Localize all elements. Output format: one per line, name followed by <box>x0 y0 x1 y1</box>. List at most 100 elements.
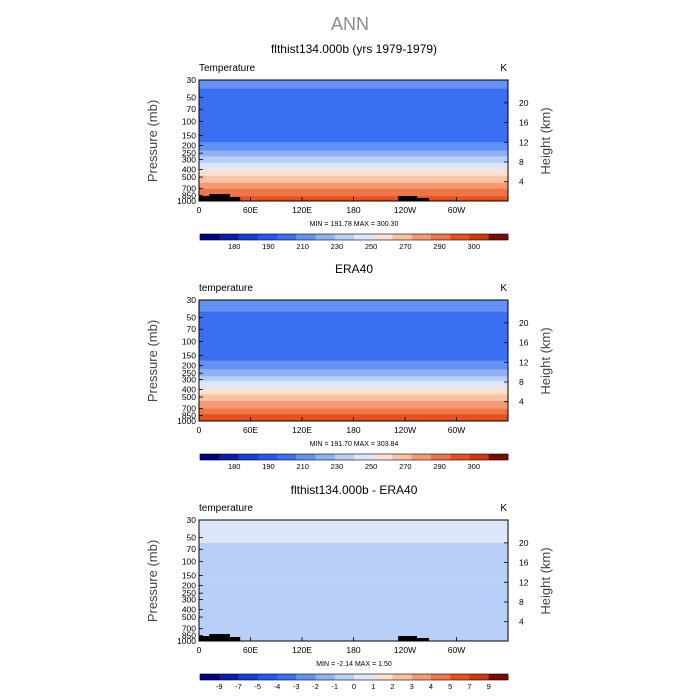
contour-band <box>199 410 508 413</box>
contour-band <box>199 189 508 192</box>
y-tick-label: 70 <box>187 104 197 114</box>
colorbar-swatch <box>219 674 239 680</box>
contour-band <box>199 413 508 415</box>
y2-axis-label: Height (km) <box>538 327 553 394</box>
contour-band <box>199 80 508 84</box>
x-tick-label: 60E <box>243 645 258 655</box>
contour-band <box>199 111 508 114</box>
contour-band <box>199 305 508 310</box>
contour-band <box>199 377 508 379</box>
topography <box>229 197 241 201</box>
colorbar-swatch <box>450 234 470 240</box>
contour-band <box>199 386 508 389</box>
contour-band <box>199 109 508 112</box>
colorbar-swatch <box>296 234 316 240</box>
x-tick-label: 120W <box>394 645 416 655</box>
x-tick-label: 120W <box>394 205 416 215</box>
colorbar-label: 270 <box>399 462 412 471</box>
contour-band <box>199 149 508 151</box>
y-tick-label: 150 <box>182 571 196 581</box>
contour-band <box>199 370 508 373</box>
colorbar-label: 180 <box>228 242 241 251</box>
y2-tick-label: 8 <box>519 157 524 167</box>
contour-band <box>199 148 508 150</box>
contour-band <box>199 157 508 159</box>
contour-band <box>199 107 508 110</box>
colorbar-swatch <box>334 674 355 680</box>
colorbar-swatch <box>238 454 259 460</box>
y2-tick-label: 16 <box>519 558 529 568</box>
contour-band <box>199 174 508 177</box>
colorbar-swatch <box>411 454 432 460</box>
contour-band <box>199 182 508 186</box>
contour-band <box>199 103 508 106</box>
contour-band <box>199 394 508 397</box>
y2-tick-label: 4 <box>519 617 524 627</box>
contour-band <box>199 194 508 196</box>
contour-band <box>199 177 508 180</box>
contour-band <box>199 520 508 543</box>
colorbar-label: 300 <box>468 242 481 251</box>
colorbar-label: 190 <box>262 462 275 471</box>
topography <box>417 638 430 641</box>
colorbar: 180 190 210 230 250 270 290 300 <box>199 453 509 471</box>
contour-band <box>199 156 508 158</box>
colorbar-swatch <box>200 454 220 460</box>
colorbar-swatch <box>411 234 432 240</box>
colorbar-swatch <box>450 454 470 460</box>
y-tick-label: 100 <box>182 117 196 127</box>
colorbar-swatch <box>411 674 432 680</box>
contour-band <box>199 150 508 153</box>
contour-band <box>199 154 508 156</box>
contour-band <box>199 325 508 328</box>
contour-band <box>199 151 508 154</box>
contour-band <box>199 162 508 165</box>
contour-band <box>199 404 508 408</box>
contour-band <box>199 357 508 360</box>
contour-band <box>199 365 508 368</box>
contour-band <box>199 408 508 411</box>
figure-title: ANN <box>331 14 369 34</box>
contour-band <box>199 406 508 410</box>
contour-band <box>199 302 508 307</box>
contour-band <box>199 375 508 377</box>
topography <box>229 637 241 641</box>
y-tick-label: 150 <box>182 351 196 361</box>
colorbar-swatch <box>315 234 336 240</box>
contour-band <box>199 300 508 304</box>
colorbar-swatch <box>392 234 413 240</box>
contour-band <box>199 158 508 160</box>
contour-band <box>199 192 508 194</box>
contour-band <box>199 371 508 374</box>
y-tick-label: 1000 <box>177 636 196 646</box>
x-tick-label: 120E <box>292 205 312 215</box>
y-tick-label: 70 <box>187 544 197 554</box>
y-tick-label: 700 <box>182 184 196 194</box>
panel-obs: ERA40 temperature K Pressure (mb) Height… <box>145 262 553 448</box>
y2-tick-label: 4 <box>519 177 524 187</box>
topography <box>398 636 418 641</box>
colorbar-label: 290 <box>433 462 446 471</box>
y2-tick-label: 8 <box>519 597 524 607</box>
y-tick-label: 300 <box>182 154 196 164</box>
contour-band <box>199 146 508 149</box>
colorbar-swatch <box>373 674 393 680</box>
colorbar-swatch <box>200 234 220 240</box>
contour-band <box>199 171 508 174</box>
contour-band <box>199 317 508 320</box>
contour-band <box>199 196 508 198</box>
contour-band <box>199 414 508 416</box>
contour-band <box>199 88 508 93</box>
colorbar-swatch <box>238 234 259 240</box>
colorbar-label: 210 <box>296 462 309 471</box>
field-label: temperature <box>199 503 253 514</box>
contour-band <box>199 366 508 369</box>
contour-band <box>199 400 508 404</box>
colorbar-label: 250 <box>365 462 378 471</box>
y-tick-label: 30 <box>187 515 197 525</box>
y-tick-label: 200 <box>182 580 196 590</box>
colorbar: -9 -7 -5 -4 -3 -2 -1 0 1 2 3 4 5 7 9 <box>199 673 509 691</box>
x-tick-label: 60W <box>448 205 465 215</box>
